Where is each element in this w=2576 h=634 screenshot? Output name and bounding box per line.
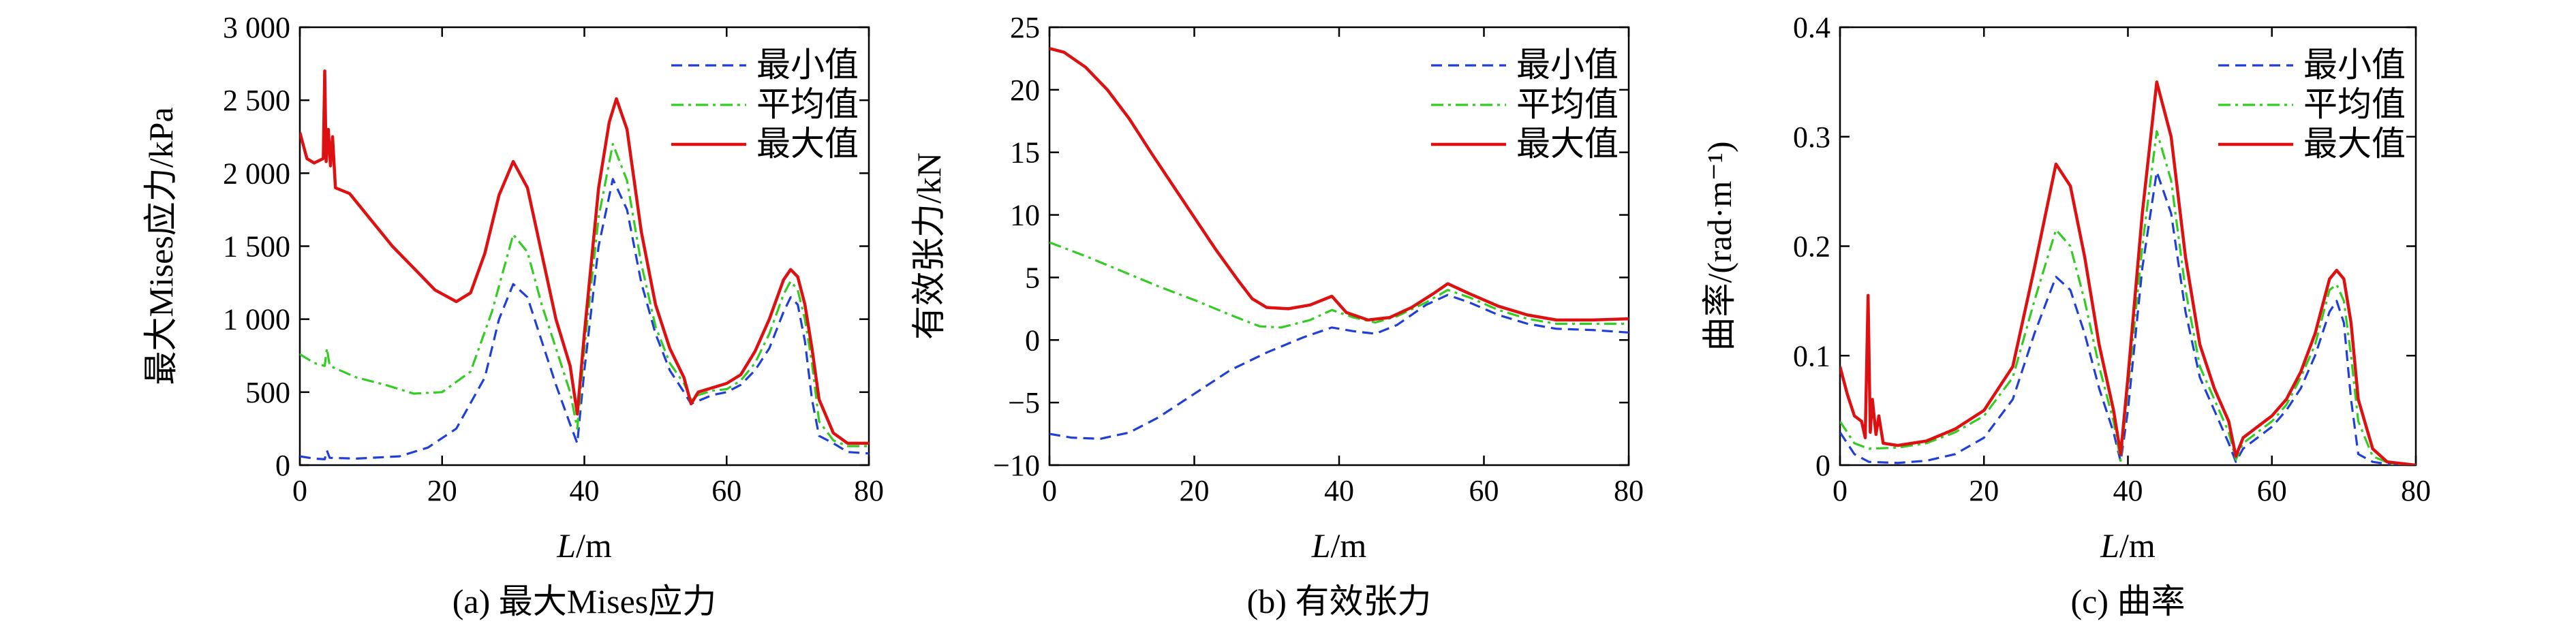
- x-tick-label: 80: [1614, 474, 1644, 507]
- legend-label-1: 平均值: [1516, 85, 1619, 123]
- x-tick-label: 60: [2257, 474, 2287, 507]
- y-tick-label: −10: [993, 449, 1040, 482]
- y-axis-label: 最大Mises应力/kPa: [142, 107, 180, 385]
- series-line-2: [1840, 80, 2416, 465]
- y-tick-label: 0: [1025, 323, 1040, 357]
- x-axis-label-var: L: [556, 526, 576, 565]
- x-tick-label: 0: [292, 474, 307, 507]
- legend-label-0: 最小值: [2303, 46, 2406, 84]
- y-tick-label: 25: [1010, 11, 1040, 44]
- y-tick-label: 15: [1010, 136, 1040, 170]
- y-tick-label: 2 000: [223, 157, 290, 190]
- legend-label-2: 最大值: [756, 125, 859, 163]
- x-tick-label: 20: [427, 474, 457, 507]
- x-tick-label: 40: [2113, 474, 2143, 507]
- x-tick-label: 60: [711, 474, 741, 507]
- x-tick-label: 40: [570, 474, 600, 507]
- legend-label-1: 平均值: [2303, 85, 2406, 123]
- panel-caption: (b) 有效张力: [1247, 582, 1432, 620]
- y-axis-label: 曲率/(rad·m⁻¹): [1700, 142, 1738, 351]
- x-axis-label: L/m: [2100, 526, 2156, 565]
- x-tick-label: 80: [854, 474, 884, 507]
- x-tick-label: 80: [2401, 474, 2431, 507]
- x-axis-label: L/m: [1311, 526, 1367, 565]
- series-line-1: [1049, 241, 1629, 329]
- y-tick-label: 0.3: [1793, 121, 1830, 154]
- y-axis-label: 有效张力/kN: [910, 153, 948, 340]
- legend-label-1: 平均值: [756, 85, 859, 123]
- y-tick-label: 1 000: [223, 303, 290, 336]
- y-tick-label: 0: [1815, 449, 1830, 482]
- y-tick-label: 20: [1010, 74, 1040, 107]
- x-axis-label-var: L: [2100, 526, 2119, 565]
- y-tick-label: 2 500: [223, 84, 290, 117]
- x-tick-label: 60: [1469, 474, 1499, 507]
- series-line-2: [1049, 47, 1629, 322]
- legend-label-0: 最小值: [1516, 46, 1619, 84]
- y-tick-label: 3 000: [223, 11, 290, 44]
- chart-panel-b: 0 20 40 60 80 −10 −5 0 5 10 15 20 25 最小值平均值最大值有效张力/kN…: [910, 11, 1644, 620]
- series-line-0: [1840, 170, 2416, 465]
- chart-panel-a: 0 20 40 60 80 0 500 1 000 1 500 2 000 2 500 3 000 最小…: [142, 11, 884, 620]
- x-axis-label: L/m: [556, 526, 612, 565]
- x-tick-label: 20: [1180, 474, 1210, 507]
- x-tick-label: 40: [1324, 474, 1354, 507]
- series-line-0: [1049, 294, 1629, 440]
- x-tick-label: 0: [1042, 474, 1057, 507]
- y-tick-label: −5: [1008, 386, 1040, 419]
- x-tick-label: 20: [1969, 474, 1999, 507]
- y-tick-label: 0: [275, 449, 290, 482]
- y-tick-label: 0.1: [1793, 339, 1830, 373]
- panel-caption: (a) 最大Mises应力: [453, 582, 716, 620]
- panel-caption: (c) 曲率: [2071, 582, 2186, 620]
- x-axis-label-unit: /m: [576, 526, 612, 565]
- series-line-0: [300, 178, 869, 460]
- y-tick-label: 1 500: [223, 230, 290, 264]
- chart-panel-c: 0 20 40 60 8000.10.20.30.4最小值平均值最大值曲率/(rad·m…: [1700, 11, 2431, 620]
- x-axis-label-unit: /m: [2119, 526, 2156, 565]
- legend-label-0: 最小值: [756, 46, 859, 84]
- x-axis-label-unit: /m: [1331, 526, 1367, 565]
- y-tick-label: 10: [1010, 199, 1040, 232]
- x-tick-label: 0: [1833, 474, 1847, 507]
- series-line-1: [300, 142, 869, 447]
- y-tick-label: 5: [1025, 261, 1040, 294]
- legend-label-2: 最大值: [1516, 125, 1619, 163]
- x-axis-label-var: L: [1311, 526, 1331, 565]
- y-tick-label: 0.4: [1793, 11, 1830, 44]
- series-line-2: [300, 69, 869, 445]
- legend-label-2: 最大值: [2303, 125, 2406, 163]
- y-tick-label: 0.2: [1793, 230, 1830, 264]
- y-tick-label: 500: [245, 376, 290, 409]
